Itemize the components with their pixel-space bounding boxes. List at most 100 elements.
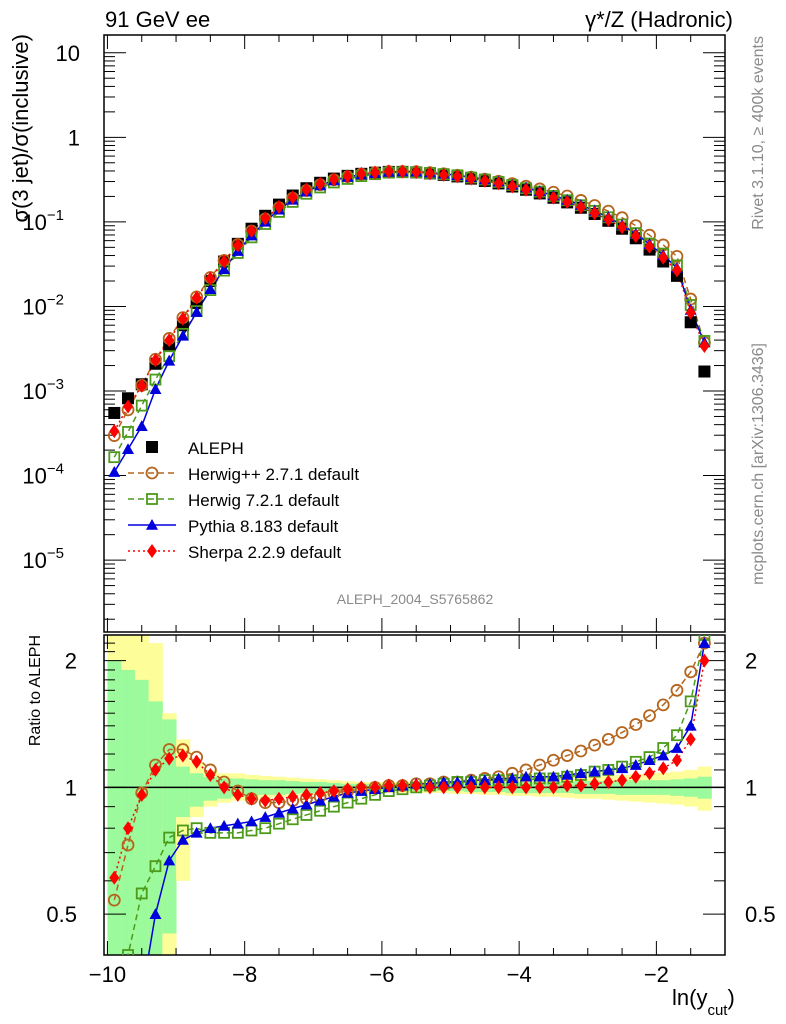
- legend-label: ALEPH: [188, 439, 244, 458]
- legend-item: Sherpa 2.2.9 default: [128, 543, 341, 562]
- sherpa-point: [273, 199, 284, 214]
- sherpa-ratio-point: [452, 780, 463, 795]
- sherpa-point: [123, 399, 134, 414]
- herwigpp-ratio-point: [560, 749, 574, 762]
- aleph-data-point: [122, 392, 135, 405]
- herwigpp-ratio-point: [656, 698, 670, 712]
- pythia-ratio-point: [176, 834, 189, 845]
- herwigpp-ratio-point: [643, 709, 656, 723]
- sherpa-ratio-point: [589, 776, 600, 791]
- pythia-point: [149, 383, 162, 395]
- x-axis-label: ln(ycut): [672, 985, 735, 1019]
- sherpa-point: [260, 211, 271, 226]
- ratio-tick-label-right: 1: [745, 775, 757, 800]
- legend-marker-swatch: [146, 519, 158, 530]
- pythia-point: [190, 306, 203, 317]
- pythia-point: [135, 420, 148, 431]
- sherpa-ratio-point: [617, 773, 628, 788]
- sherpa-ratio-point: [548, 780, 559, 795]
- sherpa-ratio-point: [260, 793, 271, 808]
- y-tick-label: 1: [68, 125, 80, 150]
- sherpa-point: [411, 165, 422, 180]
- inner-band-bin: [134, 679, 150, 955]
- sherpa-point: [575, 200, 586, 215]
- pythia-ratio-point: [286, 802, 299, 814]
- sherpa-ratio-point: [534, 780, 545, 795]
- sherpa-point: [452, 169, 463, 184]
- herwigpp-ratio-point: [547, 753, 560, 767]
- sherpa-point: [658, 250, 669, 265]
- sherpa-ratio-point: [521, 780, 532, 795]
- legend-item: Pythia 8.183 default: [128, 517, 339, 536]
- aleph-data-point: [684, 316, 697, 329]
- legend-marker-swatch: [146, 493, 158, 505]
- main-plot-frame: [103, 34, 726, 633]
- x-tick-label: −4: [507, 962, 532, 987]
- herwig-point: [108, 451, 121, 464]
- sherpa-point: [548, 190, 559, 205]
- pythia-point: [218, 263, 231, 275]
- legend-label: Herwig 7.2.1 default: [188, 491, 339, 510]
- y-tick-label: 10−5: [22, 545, 64, 573]
- pythia-point: [163, 354, 176, 366]
- pythia-ratio-point: [136, 990, 148, 1001]
- sherpa-point: [479, 173, 490, 188]
- pythia-ratio-point: [190, 826, 203, 838]
- legend-marker-swatch: [146, 441, 158, 453]
- sherpa-point: [534, 186, 545, 201]
- herwigpp-ratio-point: [121, 838, 135, 852]
- pythia-ratio-point: [533, 770, 546, 782]
- sherpa-ratio-point: [411, 778, 422, 793]
- pythia-ratio-point: [314, 794, 327, 806]
- pythia-ratio-point: [204, 822, 217, 833]
- sherpa-point: [562, 195, 573, 210]
- sherpa-ratio-point: [575, 778, 586, 793]
- herwigpp-ratio-point: [684, 665, 698, 679]
- sherpa-point: [370, 165, 381, 180]
- x-tick-label: −2: [644, 962, 669, 987]
- inner-band-bin: [203, 776, 218, 801]
- legend-marker-swatch: [145, 466, 159, 480]
- ratio-tick-label-right: 2: [745, 649, 757, 674]
- herwig-point: [122, 426, 134, 438]
- sherpa-point: [438, 167, 449, 182]
- ratio-tick-label-right: 0.5: [745, 902, 776, 927]
- sherpa-point: [232, 238, 243, 253]
- x-axis-label-close: ): [727, 985, 734, 1010]
- sherpa-ratio-point: [328, 784, 339, 799]
- y-tick-label: 10−3: [22, 376, 64, 404]
- sherpa-ratio-point: [685, 732, 696, 747]
- x-tick-label: −6: [369, 962, 394, 987]
- sherpa-point: [246, 223, 257, 238]
- sherpa-point: [644, 239, 655, 254]
- herwigpp-ratio-point: [574, 744, 588, 758]
- sherpa-point: [164, 333, 175, 348]
- y-tick-exponent: −4: [47, 461, 64, 478]
- sherpa-ratio-point: [466, 780, 477, 795]
- sherpa-point: [315, 176, 326, 191]
- herwig-ratio-point: [135, 887, 148, 900]
- sherpa-ratio-point: [438, 780, 449, 795]
- y-tick-exponent: −2: [47, 291, 64, 308]
- sherpa-ratio-point: [164, 751, 175, 766]
- sherpa-ratio-point: [273, 791, 284, 806]
- x-tick-label: −10: [89, 962, 126, 987]
- sherpa-ratio-point: [699, 653, 710, 668]
- sherpa-point: [301, 182, 312, 197]
- sherpa-ratio-point: [630, 769, 641, 784]
- herwigpp-point: [670, 249, 684, 263]
- sherpa-point: [521, 182, 532, 197]
- herwig-ratio-point: [259, 822, 272, 835]
- herwig-ratio-point: [684, 695, 697, 708]
- sherpa-ratio-point: [397, 778, 408, 793]
- sherpa-ratio-point: [479, 780, 490, 795]
- legend-marker-swatch: [147, 544, 157, 558]
- herwig-ratio-point: [163, 831, 176, 844]
- sherpa-point: [136, 378, 147, 393]
- sherpa-point: [219, 254, 230, 269]
- sherpa-ratio-point: [424, 780, 435, 795]
- pythia-point: [122, 443, 135, 455]
- sherpa-ratio-point: [342, 782, 353, 797]
- pythia-ratio-point: [272, 806, 285, 818]
